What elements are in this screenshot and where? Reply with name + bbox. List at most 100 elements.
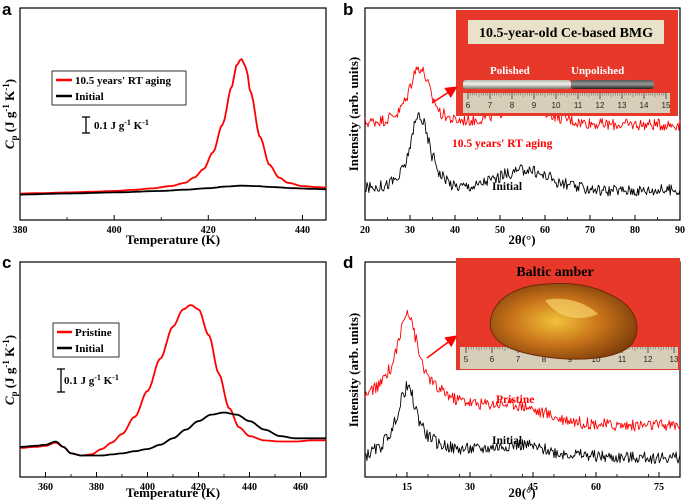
panel-c-scalebar: 0.1 J g-1 K-1 bbox=[57, 368, 119, 393]
panel-c-ylabel-sup1: -1 bbox=[1, 360, 11, 368]
panel-d-x-ticks: 15 30 45 60 75 bbox=[364, 472, 681, 493]
panel-b-y-axis-title: Intensity (arb. units) bbox=[346, 57, 361, 172]
panel-d: d 15 30 45 60 75 2θ(°) Intensity (arb. units… bbox=[343, 253, 681, 500]
ruler-number: 9 bbox=[532, 101, 537, 110]
panel-c-legend-box bbox=[52, 322, 120, 358]
rod-unpolished bbox=[571, 80, 654, 89]
panel-c-ylabel-main: C bbox=[2, 396, 17, 405]
panel-d-callout-arrow bbox=[426, 335, 458, 359]
panel-a-ylabel-sup2: -1 bbox=[1, 83, 11, 91]
panel-a: a 380 400 420 440 Temperature (K) Cp (J g-1… bbox=[1, 0, 327, 247]
x-tick-label: 60 bbox=[591, 482, 601, 493]
x-tick-label: 20 bbox=[360, 225, 370, 236]
x-tick-label: 380 bbox=[13, 225, 28, 236]
panel-a-ylabel-rest3: ) bbox=[2, 79, 17, 83]
panel-letter-d: d bbox=[343, 253, 353, 272]
ruler-number: 10 bbox=[552, 101, 561, 110]
panel-c-ylabel-rest1: (J g bbox=[2, 367, 17, 391]
panel-a-scalebar: 0.1 J g-1 K-1 bbox=[82, 116, 149, 134]
x-tick-label: 380 bbox=[89, 482, 104, 493]
legend-label-initial: Initial bbox=[75, 91, 104, 103]
panel-letter-c: c bbox=[2, 253, 11, 272]
x-tick-label: 60 bbox=[540, 225, 550, 236]
x-tick-label: 460 bbox=[293, 482, 308, 493]
panel-a-ylabel-rest2: K bbox=[2, 90, 17, 104]
photo-ruler bbox=[463, 93, 670, 113]
series-line-b-1 bbox=[364, 112, 681, 197]
panel-d-annotation-initial: Initial bbox=[492, 435, 522, 447]
ruler-number: 11 bbox=[618, 355, 627, 364]
x-tick-label: 440 bbox=[295, 225, 310, 236]
scalebar-label: 0.1 J g-1 K-1 bbox=[94, 118, 149, 132]
photo-label-polished: Polished bbox=[490, 65, 530, 77]
panel-c-ylabel-sup2: -1 bbox=[1, 339, 11, 347]
panel-b-annotation-initial: Initial bbox=[492, 181, 522, 193]
panel-a-y-axis-title: Cp (J g-1 K-1) bbox=[1, 79, 19, 149]
panel-c-ylabel-sub: p bbox=[9, 391, 19, 396]
panel-b-x-ticks: 20 30 40 50 60 70 80 90 bbox=[360, 215, 685, 236]
panel-b-x-axis-title: 2θ(°) bbox=[508, 232, 535, 247]
scalebar-mid: K bbox=[131, 120, 143, 132]
series-line-d-1 bbox=[364, 381, 681, 464]
ruler-number: 8 bbox=[510, 101, 515, 110]
series-line-c-1 bbox=[20, 411, 326, 457]
ruler-number: 6 bbox=[466, 101, 471, 110]
ruler-number: 6 bbox=[490, 355, 495, 364]
panel-b-callout-arrow bbox=[431, 86, 458, 104]
panel-a-ylabel-sub: p bbox=[9, 135, 19, 140]
x-tick-label: 90 bbox=[675, 225, 685, 236]
ruler-number: 13 bbox=[670, 355, 679, 364]
x-tick-label: 75 bbox=[654, 482, 664, 493]
photo-title-label bbox=[468, 20, 664, 44]
x-tick-label: 40 bbox=[450, 225, 460, 236]
scalebar-sup1: -1 bbox=[124, 118, 131, 127]
legend-label-initial-c: Initial bbox=[75, 343, 104, 355]
ruler-number: 5 bbox=[464, 355, 469, 364]
ruler-number: 10 bbox=[592, 355, 601, 364]
x-tick-label: 30 bbox=[465, 482, 475, 493]
panel-d-photo: Baltic amber 5678910111213 bbox=[456, 258, 680, 370]
panel-c-y-axis-title: Cp (J g-1 K-1) bbox=[1, 335, 19, 405]
x-tick-label: 15 bbox=[402, 482, 412, 493]
panel-a-x-ticks: 380 400 420 440 bbox=[13, 215, 310, 236]
x-tick-label: 50 bbox=[495, 225, 505, 236]
legend-label-pristine: Pristine bbox=[75, 327, 112, 339]
panel-c-legend: Pristine Initial bbox=[52, 322, 120, 358]
x-tick-label: 440 bbox=[242, 482, 257, 493]
panel-a-legend-box bbox=[51, 70, 187, 106]
panel-c-series bbox=[19, 304, 326, 457]
photo-d-title: Baltic amber bbox=[516, 265, 593, 280]
panel-c-ylabel-rest2: K bbox=[2, 346, 17, 360]
rod-polished bbox=[463, 80, 571, 89]
panel-a-legend: 10.5 years' RT aging Initial bbox=[51, 70, 187, 106]
panel-c-ylabel-rest3: ) bbox=[2, 335, 17, 339]
amber-specimen bbox=[489, 283, 638, 360]
photo-ruler-ticks: 6 7 8 9 10 11 12 13 14 15 bbox=[466, 93, 671, 110]
scalebar-c-sup2: -1 bbox=[112, 373, 119, 382]
panel-a-frame bbox=[19, 7, 327, 221]
ruler-number: 12 bbox=[596, 101, 605, 110]
panel-c: c 360 380 400 420 440 460 Temperature (K) Cp … bbox=[1, 253, 327, 500]
ruler-number: 7 bbox=[516, 355, 521, 364]
panel-letter-a: a bbox=[2, 0, 12, 19]
ruler-number: 12 bbox=[644, 355, 653, 364]
x-tick-label: 420 bbox=[201, 225, 216, 236]
x-tick-label: 45 bbox=[528, 482, 538, 493]
panel-a-series bbox=[20, 58, 327, 196]
panel-d-series bbox=[364, 309, 681, 464]
ruler-number: 11 bbox=[574, 101, 583, 110]
panel-c-x-axis-title: Temperature (K) bbox=[126, 485, 220, 500]
scalebar-pre: 0.1 J g bbox=[94, 120, 125, 132]
scalebar-c-pre: 0.1 J g bbox=[64, 375, 95, 387]
x-tick-label: 360 bbox=[38, 482, 53, 493]
panel-b: b 20 30 40 50 60 70 80 90 2θ(°) Intensity (arb.… bbox=[343, 0, 685, 247]
x-tick-label: 400 bbox=[107, 225, 122, 236]
panel-d-annotation-pristine: Pristine bbox=[496, 394, 534, 406]
series-line-d-0 bbox=[364, 309, 681, 432]
panel-d-y-axis-title: Intensity (arb. units) bbox=[346, 313, 361, 428]
series-line-a-1 bbox=[20, 184, 327, 196]
x-tick-label: 400 bbox=[140, 482, 155, 493]
panel-a-ylabel-sup1: -1 bbox=[1, 104, 11, 112]
ruler-number: 8 bbox=[542, 355, 547, 364]
panel-b-annotation-aged: 10.5 years' RT aging bbox=[452, 138, 553, 150]
